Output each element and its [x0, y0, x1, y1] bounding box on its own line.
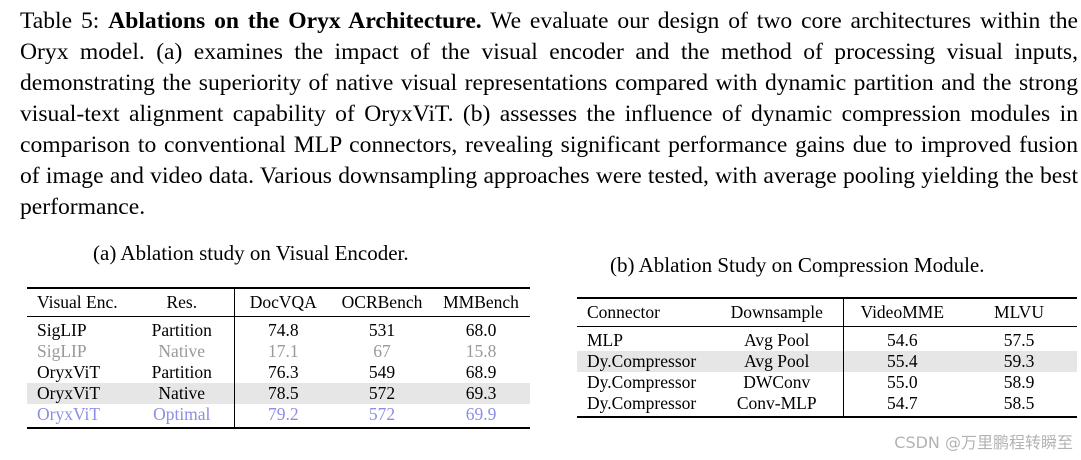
table-caption: Table 5: Ablations on the Oryx Architect…: [20, 6, 1078, 223]
table-cell: 57.5: [1003, 329, 1035, 350]
table-row-highlighted: Dy.Compressor Avg Pool 55.4 59.3: [577, 350, 1077, 372]
table-cell: 15.8: [465, 340, 497, 361]
table-cell: Avg Pool: [744, 329, 810, 350]
table-cell: Partition: [151, 319, 212, 340]
table-cell: 59.3: [961, 350, 1077, 372]
table-cell: Partition: [151, 361, 212, 382]
table-cell: Conv-MLP: [711, 392, 843, 418]
table-cell: 55.4: [842, 350, 961, 372]
table-cell: SigLIP: [37, 340, 87, 361]
table-row: SigLIP Partition 74.8 531 68.0: [27, 316, 530, 341]
table-cell: Dy.Compressor: [577, 350, 711, 372]
table-cell: Dy.Compressor: [587, 371, 697, 392]
table-cell: Avg Pool: [711, 350, 843, 372]
table-cell: 74.8: [233, 316, 332, 341]
table-cell: DWConv: [743, 371, 811, 392]
table-cell: Native: [158, 340, 206, 361]
caption-title: Ablations on the Oryx Architecture.: [108, 8, 482, 34]
table-cell: 572: [332, 403, 432, 429]
column-header: MMBench: [432, 287, 530, 317]
table-b-caption: (b) Ablation Study on Compression Module…: [610, 253, 985, 277]
table-cell: OryxViT: [27, 382, 130, 404]
table-cell: 54.7: [842, 392, 961, 418]
column-header: VideoMME: [842, 297, 961, 327]
table-cell: 76.3: [233, 361, 332, 383]
table-cell: 79.2: [233, 403, 332, 429]
table-cell: 67: [373, 340, 391, 361]
table-cell: OryxViT: [37, 361, 101, 382]
table-header-row: Visual Enc. Res. DocVQA OCRBench MMBench: [27, 287, 530, 317]
column-header: Res.: [130, 287, 234, 317]
table-cell: OryxViT: [27, 403, 130, 429]
table-cell: 68.0: [465, 319, 497, 340]
table-row-optimal: OryxViT Optimal 79.2 572 69.9: [27, 403, 530, 429]
table-row: Dy.Compressor DWConv 55.0 58.9: [577, 371, 1077, 393]
table-cell: 572: [332, 382, 432, 404]
table-header-row: Connector Downsample VideoMME MLVU: [577, 297, 1077, 327]
column-header: MLVU: [961, 297, 1077, 327]
table-cell: SigLIP: [37, 319, 87, 340]
table-row-highlighted: OryxViT Native 78.5 572 69.3: [27, 382, 530, 404]
table-cell: Optimal: [130, 403, 234, 429]
table-cell: 58.5: [961, 392, 1077, 418]
column-header: Connector: [577, 297, 711, 327]
column-header: OCRBench: [332, 287, 432, 317]
table-cell: 78.5: [233, 382, 332, 404]
table-row-dimmed: SigLIP Native 17.1 67 15.8: [27, 340, 530, 362]
table-a-caption: (a) Ablation study on Visual Encoder.: [93, 241, 409, 265]
csdn-watermark: CSDN @万里鹏程转瞬至: [894, 433, 1073, 452]
table-row: Dy.Compressor Conv-MLP 54.7 58.5: [577, 392, 1077, 418]
compression-module-ablation-table: Connector Downsample VideoMME MLVU MLP A…: [577, 297, 1077, 418]
table-cell: 69.3: [432, 382, 530, 404]
table-cell: 58.9: [1003, 371, 1035, 392]
table-cell: 549: [368, 361, 396, 382]
table-cell: 17.1: [233, 340, 332, 362]
caption-label: Table 5:: [20, 8, 109, 34]
table-row: MLP Avg Pool 54.6 57.5: [577, 326, 1077, 351]
table-row: OryxViT Partition 76.3 549 68.9: [27, 361, 530, 383]
column-header: DocVQA: [233, 287, 332, 317]
table-cell: 69.9: [432, 403, 530, 429]
table-cell: 531: [368, 319, 396, 340]
table-cell: 68.9: [465, 361, 497, 382]
table-cell: MLP: [587, 329, 623, 350]
visual-encoder-ablation-table: Visual Enc. Res. DocVQA OCRBench MMBench…: [27, 287, 530, 429]
column-header: Visual Enc.: [27, 287, 130, 317]
table-cell: 55.0: [842, 371, 961, 393]
column-header: Downsample: [711, 297, 843, 327]
caption-body: We evaluate our design of two core archi…: [20, 8, 1078, 220]
table-cell: Native: [130, 382, 234, 404]
table-cell: 54.6: [842, 326, 961, 351]
table-cell: Dy.Compressor: [577, 392, 711, 418]
